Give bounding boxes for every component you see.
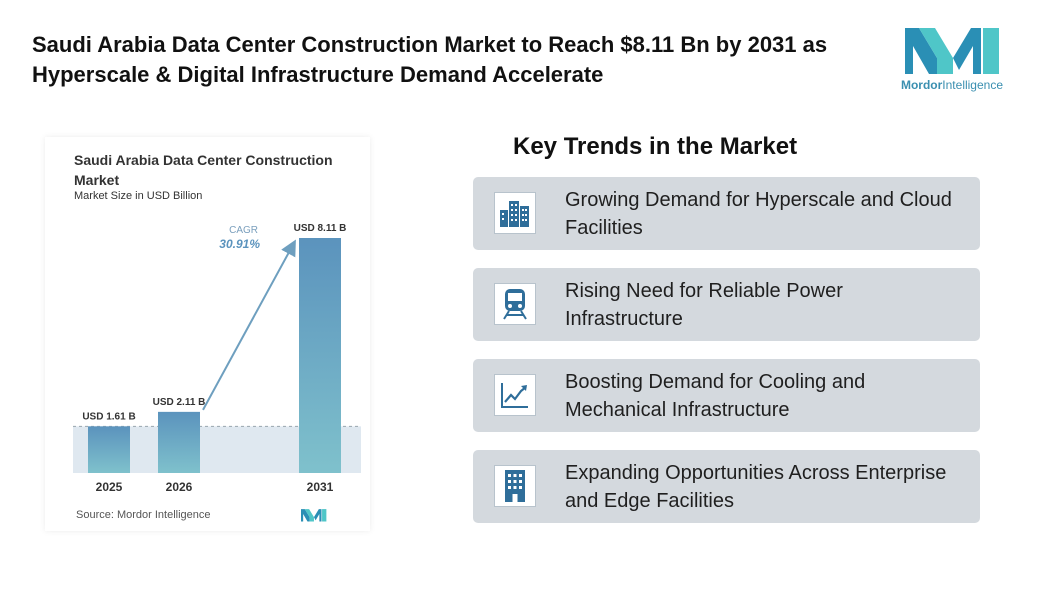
- trend-label: Rising Need for Reliable Power Infrastru…: [565, 280, 843, 330]
- trend-label: Expanding Opportunities Across Enterpris…: [565, 462, 947, 512]
- bar-value-label: USD 2.11 B: [153, 397, 206, 408]
- cagr-value: 30.91%: [219, 237, 260, 251]
- bar-value-label: USD 1.61 B: [82, 411, 135, 422]
- x-tick-label: 2025: [96, 480, 123, 494]
- brand-logo: MordorIntelligence: [893, 24, 1011, 94]
- bar-value-label: USD 8.11 B: [294, 223, 347, 234]
- line-chart-icon: [494, 374, 536, 416]
- bar-2026: [158, 411, 200, 473]
- chart-title: Saudi Arabia Data Center Construction Ma…: [74, 152, 333, 188]
- brand-name: MordorIntelligence: [900, 78, 1004, 92]
- trend-card-hyperscale: Growing Demand for Hyperscale and Cloud …: [473, 177, 980, 250]
- bar-chart: USD 1.61 B 2025 USD 2.11 B 2026 USD 8.11 B 20…: [73, 223, 361, 522]
- trend-label: Growing Demand for Hyperscale and Cloud …: [565, 189, 952, 239]
- city-buildings-icon: [494, 192, 536, 234]
- train-icon: [494, 283, 536, 325]
- x-tick-label: 2026: [166, 480, 193, 494]
- cagr-label: CAGR: [229, 225, 258, 236]
- chart-card: Saudi Arabia Data Center Construction Ma…: [45, 137, 370, 531]
- x-tick-label: 2031: [307, 480, 334, 494]
- trends-heading: Key Trends in the Market: [513, 133, 798, 160]
- source-logo-icon: [301, 509, 327, 522]
- page-title: Saudi Arabia Data Center Construction Ma…: [32, 32, 828, 87]
- chart-subtitle: Market Size in USD Billion: [74, 190, 203, 202]
- trend-card-enterprise: Expanding Opportunities Across Enterpris…: [473, 450, 980, 523]
- trend-card-cooling: Boosting Demand for Cooling and Mechanic…: [473, 359, 980, 432]
- chart-source: Source: Mordor Intelligence: [76, 509, 211, 521]
- trend-card-power: Rising Need for Reliable Power Infrastru…: [473, 268, 980, 341]
- mordor-logo-icon: [905, 28, 999, 74]
- cagr-arrow: [202, 239, 296, 411]
- bar-2025: [88, 426, 130, 473]
- office-building-icon: [494, 465, 536, 507]
- trend-label: Boosting Demand for Cooling and Mechanic…: [565, 371, 866, 421]
- bar-2031: [299, 238, 341, 473]
